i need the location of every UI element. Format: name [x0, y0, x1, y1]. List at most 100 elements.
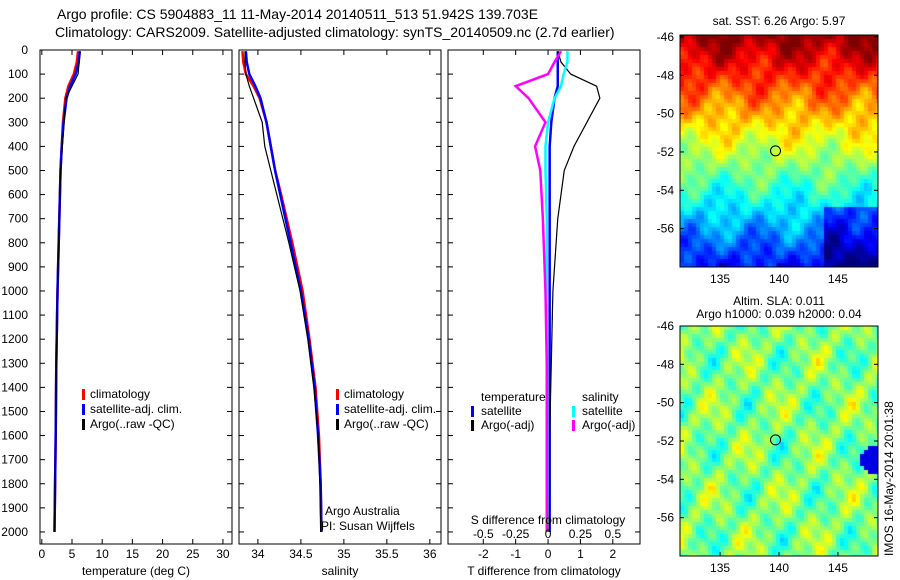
x-tick-label: -2 [478, 547, 489, 561]
series-line-argo-raw-qc- [53, 51, 81, 532]
x-tick-label: 5 [69, 547, 76, 561]
panel-frame [238, 49, 442, 545]
x-tick-label: 34 [251, 547, 265, 561]
panel-salinity: 34 34.5 35 35.5 36 salinity climatologysatelli… [238, 49, 442, 578]
map-lat-label: -46 [657, 319, 675, 333]
legend-swatch [471, 420, 474, 431]
legend-label: Argo(-adj) [582, 418, 635, 432]
x-tick-label: 20 [156, 547, 170, 561]
sst-map-title: sat. SST: 6.26 Argo: 5.97 [713, 14, 846, 28]
x-tick-label: 2 [609, 547, 616, 561]
depth-tick-label: 1800 [1, 477, 28, 491]
argo-position-marker [769, 145, 781, 157]
depth-tick-label: 700 [8, 212, 28, 226]
panel-frame [39, 49, 233, 545]
s-tick-label: -0.25 [502, 527, 530, 541]
series-line-t-argo-adj- [548, 51, 601, 532]
map-lat-label: -56 [657, 222, 675, 236]
panel-temperature: 0 5 10 15 20 25 30 temperature (deg C) climatolo… [38, 49, 233, 578]
annotation-argo-australia: Argo Australia [325, 504, 400, 518]
depth-tick-label: 900 [8, 260, 28, 274]
depth-tick-label: 100 [8, 67, 28, 81]
s-difference-axis-label: S difference from climatology [471, 513, 626, 527]
x-tick-label: 35.5 [375, 547, 399, 561]
map-lat-label: -52 [657, 434, 675, 448]
x-tick-label: 35 [337, 547, 351, 561]
map-lon-label: 140 [769, 561, 789, 575]
map-lon-label: 145 [828, 272, 848, 286]
map-frame [679, 325, 879, 557]
legend-swatch [82, 389, 85, 400]
x-axis-label: temperature (deg C) [82, 564, 190, 578]
legend-label: climatology [90, 387, 150, 401]
s-tick-label: 0.25 [569, 527, 593, 541]
legend-swatch [336, 404, 339, 415]
annotation-pi: PI: Susan Wijffels [321, 519, 415, 533]
map-lat-label: -56 [657, 511, 675, 525]
panel-difference: -2 -1 0 1 2 T difference from climatology temp… [447, 49, 641, 578]
depth-tick-label: 1300 [1, 356, 28, 370]
map-lat-label: -54 [657, 183, 675, 197]
map-lat-label: -50 [657, 396, 675, 410]
legend-label: Argo(-adj) [481, 418, 534, 432]
imos-credit: IMOS 16-May-2014 20:01:38 [882, 401, 896, 556]
sla-map-image [680, 326, 878, 556]
legend-swatch [471, 406, 474, 417]
depth-tick-label: 300 [8, 115, 28, 129]
s-tick-label: 0.5 [604, 527, 621, 541]
map-lon-label: 135 [710, 272, 730, 286]
depth-tick-label: 0 [21, 43, 28, 57]
legend-label: satellite [582, 404, 623, 418]
legend-swatch [572, 420, 575, 431]
x-tick-label: 25 [186, 547, 200, 561]
legend-label: satellite [481, 404, 522, 418]
x-tick-label: 1 [577, 547, 584, 561]
map-frame [679, 34, 879, 268]
legend-label: satellite-adj. clim. [90, 402, 182, 416]
s-tick-label: 0 [545, 527, 552, 541]
depth-tick-label: 1600 [1, 429, 28, 443]
legend-label: satellite-adj. clim. [344, 402, 436, 416]
x-tick-label: 0 [38, 547, 45, 561]
legend-swatch [572, 406, 575, 417]
legend-label: Argo(..raw -QC) [90, 417, 175, 431]
figure-title-line2: Climatology: CARS2009. Satellite-adjuste… [55, 24, 615, 40]
legend-header-salinity: salinity [582, 390, 619, 404]
argo-position-marker [769, 434, 781, 446]
map-lat-label: -48 [657, 357, 675, 371]
legend-swatch [336, 419, 339, 430]
depth-tick-label: 1400 [1, 380, 28, 394]
depth-tick-label: 1900 [1, 501, 28, 515]
panel-frame [447, 49, 641, 545]
depth-tick-label: 1200 [1, 332, 28, 346]
map-lat-label: -46 [657, 30, 675, 44]
depth-tick-label: 400 [8, 139, 28, 153]
depth-tick-label: 500 [8, 163, 28, 177]
s-tick-label: -0.5 [473, 527, 494, 541]
legend-swatch [82, 419, 85, 430]
x-axis-label: T difference from climatology [467, 564, 621, 578]
depth-tick-label: 1500 [1, 404, 28, 418]
x-tick-label: -1 [510, 547, 521, 561]
depth-tick-label: 2000 [1, 525, 28, 539]
depth-tick-label: 600 [8, 188, 28, 202]
map-lon-label: 140 [769, 272, 789, 286]
x-tick-label: 30 [216, 547, 230, 561]
map-lon-label: 135 [710, 561, 730, 575]
depth-tick-label: 800 [8, 236, 28, 250]
x-tick-label: 10 [96, 547, 110, 561]
map-lat-label: -54 [657, 472, 675, 486]
x-tick-label: 36 [423, 547, 437, 561]
legend-label: climatology [344, 387, 404, 401]
x-tick-label: 15 [126, 547, 140, 561]
legend-label: Argo(..raw -QC) [344, 417, 429, 431]
series-line-argo-raw-qc- [244, 51, 322, 532]
sla-map-title-2: Argo h1000: 0.039 h2000: 0.04 [696, 307, 862, 321]
x-axis-label: salinity [322, 564, 359, 578]
map-lat-label: -48 [657, 68, 675, 82]
depth-tick-label: 1000 [1, 284, 28, 298]
depth-tick-label: 1100 [2, 308, 28, 322]
